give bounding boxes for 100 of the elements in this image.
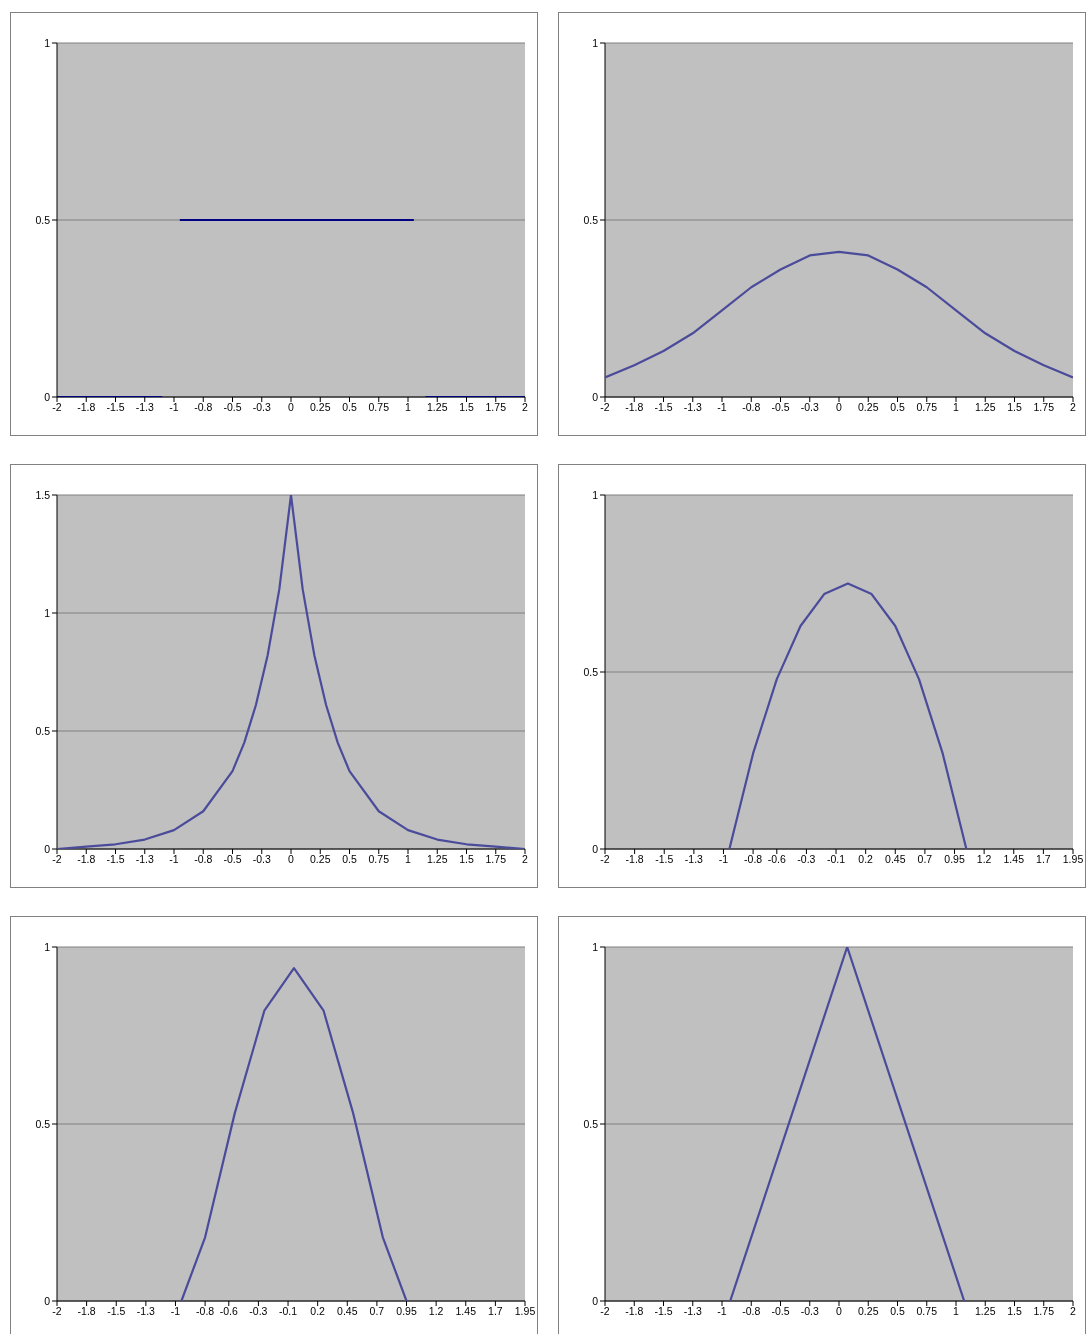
x-tick-label: 0: [836, 401, 843, 414]
y-tick-label: 1: [592, 36, 599, 49]
x-tick-label: 0.5: [890, 1305, 905, 1318]
x-tick-label: 0.5: [342, 853, 357, 866]
x-tick-label: -0.5: [771, 1305, 790, 1318]
x-tick-label: -1.8: [77, 853, 96, 866]
y-tick-label: 1: [592, 940, 599, 953]
x-tick-label: -0.5: [223, 853, 242, 866]
x-tick-label: -0.3: [252, 401, 271, 414]
y-tick-label: 1: [44, 940, 51, 953]
x-tick-label: -1.5: [654, 401, 673, 414]
y-tick-label: 0: [592, 842, 599, 855]
x-tick-label: 0.25: [858, 1305, 879, 1318]
x-tick-label: -1.3: [683, 401, 702, 414]
x-tick-label: 1.75: [485, 401, 507, 414]
y-tick-label: 0: [44, 842, 51, 855]
y-tick-label: 0.5: [35, 213, 51, 226]
x-tick-label: 1.2: [976, 853, 992, 866]
x-tick-label: -0.5: [223, 401, 242, 414]
y-tick-label: 1.5: [35, 488, 51, 501]
x-tick-label: -0.1: [826, 853, 846, 866]
x-tick-label: -0.8: [194, 853, 213, 866]
x-tick-label: 1.7: [1036, 853, 1051, 866]
x-tick-label: -0.3: [800, 1305, 819, 1318]
line-series: [180, 967, 408, 1301]
x-tick-label: 1: [953, 401, 960, 414]
x-tick-label: -0.6: [767, 853, 786, 866]
y-tick-label: 0.5: [35, 724, 51, 737]
x-tick-label: 1.5: [459, 853, 474, 866]
x-tick-label: -0.8: [742, 401, 761, 414]
x-tick-label: -0.5: [771, 401, 790, 414]
x-tick-label: 2: [1070, 1305, 1077, 1318]
x-tick-label: -1.3: [136, 1305, 156, 1318]
y-tick-label: 0: [592, 390, 599, 403]
x-tick-label: 0.75: [916, 401, 938, 414]
x-tick-label: -1.3: [684, 853, 704, 866]
x-tick-label: -1.8: [625, 1305, 644, 1318]
x-tick-label: 1.75: [485, 853, 507, 866]
x-tick-label: 1.95: [1062, 853, 1084, 866]
x-tick-label: -1.8: [77, 1305, 96, 1318]
y-tick-label: 0: [44, 1294, 51, 1307]
x-tick-label: -1: [170, 1305, 181, 1318]
x-tick-label: 1.5: [459, 401, 474, 414]
x-tick-label: 0.7: [917, 853, 933, 866]
x-tick-label: -1: [718, 853, 729, 866]
x-tick-label: 1.25: [975, 401, 996, 414]
y-tick-label: 0.5: [583, 665, 599, 678]
x-tick-label: -0.6: [219, 1305, 238, 1318]
x-tick-label: 2: [522, 853, 529, 866]
y-tick-label: 0.5: [583, 1117, 599, 1130]
x-tick-label: 0.45: [885, 853, 906, 866]
x-tick-label: -0.8: [196, 1305, 215, 1318]
x-tick-label: 0: [836, 1305, 843, 1318]
x-tick-label: -1.5: [655, 853, 674, 866]
x-tick-label: 0.75: [916, 1305, 938, 1318]
x-tick-label: 1.2: [428, 1305, 444, 1318]
x-tick-label: 1.75: [1033, 401, 1055, 414]
x-tick-label: -1.8: [625, 401, 644, 414]
x-tick-label: -0.8: [744, 853, 763, 866]
y-tick-label: 0.5: [583, 213, 599, 226]
x-tick-label: -1.3: [683, 1305, 702, 1318]
x-tick-label: -1.5: [106, 853, 125, 866]
x-tick-label: 1.25: [427, 401, 448, 414]
x-tick-label: 1.5: [1007, 1305, 1022, 1318]
x-tick-label: 1: [405, 401, 412, 414]
x-tick-label: 1: [953, 1305, 960, 1318]
x-tick-label: 1.7: [488, 1305, 503, 1318]
x-tick-label: -1: [717, 401, 727, 414]
x-tick-label: -1.3: [135, 853, 154, 866]
x-tick-label: 1.25: [975, 1305, 996, 1318]
x-tick-label: -2: [52, 401, 62, 414]
y-tick-label: 0.5: [35, 1117, 51, 1130]
x-tick-label: -0.3: [800, 401, 819, 414]
x-tick-label: 0.75: [368, 853, 390, 866]
x-tick-label: 2: [522, 401, 529, 414]
x-tick-label: -1.8: [77, 401, 96, 414]
y-tick-label: 1: [592, 488, 599, 501]
x-tick-label: -1: [169, 401, 179, 414]
x-tick-label: 1.25: [427, 853, 448, 866]
x-tick-label: 0.7: [369, 1305, 385, 1318]
x-tick-label: -2: [600, 853, 610, 866]
x-tick-label: -0.3: [797, 853, 816, 866]
y-tick-label: 1: [44, 606, 51, 619]
line-series: [728, 582, 968, 849]
x-tick-label: -0.1: [278, 1305, 298, 1318]
y-tick-label: 0: [44, 390, 51, 403]
x-tick-label: -2: [52, 1305, 62, 1318]
x-tick-label: -0.3: [249, 1305, 268, 1318]
x-tick-label: -2: [600, 401, 610, 414]
x-tick-label: 1.95: [514, 1305, 536, 1318]
x-tick-label: -0.8: [194, 401, 213, 414]
x-tick-label: 0.5: [890, 401, 905, 414]
x-tick-label: 0.2: [858, 853, 874, 866]
x-tick-label: 0.25: [858, 401, 879, 414]
x-tick-label: 0.45: [337, 1305, 358, 1318]
x-tick-label: 0.25: [310, 853, 331, 866]
x-tick-label: 0.75: [368, 401, 390, 414]
x-tick-label: -1: [717, 1305, 727, 1318]
y-tick-label: 0: [592, 1294, 599, 1307]
x-tick-label: -1.5: [106, 401, 125, 414]
